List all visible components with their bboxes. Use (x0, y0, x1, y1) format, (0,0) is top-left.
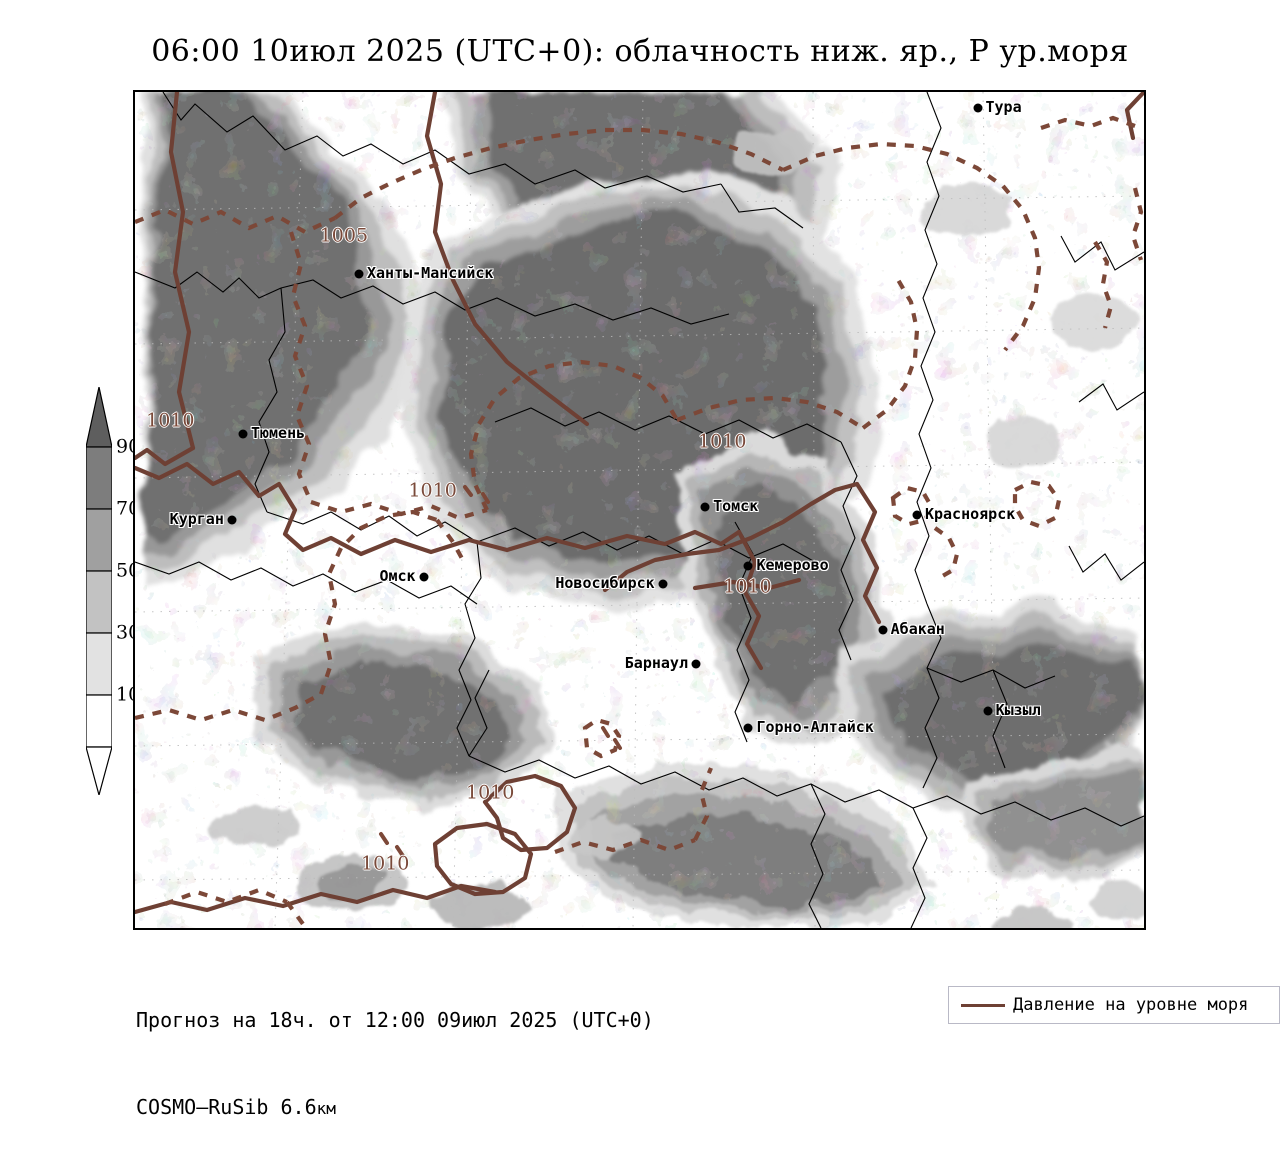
isobar-value-label: 1010 (361, 852, 410, 875)
model-resolution-unit: км (316, 1099, 336, 1118)
isobar-value-label: 1005 (319, 224, 369, 247)
pressure-legend: Давление на уровне моря (948, 986, 1280, 1024)
isobar-value-label: 1010 (146, 409, 195, 432)
colorbar: Облачность нижнего яруса [%] 90 70 50 30… (44, 355, 140, 855)
pressure-legend-label: Давление на уровне моря (1013, 995, 1249, 1015)
model-info: COSMO–RuSib 6.6км (136, 1093, 654, 1122)
colorbar-gradient (86, 387, 112, 795)
forecast-info: Прогноз на 18ч. от 12:00 09июл 2025 (UTC… (136, 1008, 654, 1032)
isobar-value-label: 1010 (408, 479, 457, 502)
isobar-value-label: 1010 (465, 781, 515, 804)
page-title: 06:00 10июл 2025 (UTC+0): облачность ниж… (151, 34, 1129, 69)
footer-text: Прогноз на 18ч. от 12:00 09июл 2025 (UTC… (136, 948, 654, 1151)
map-canvas (135, 92, 1144, 928)
pressure-line-swatch (961, 1003, 1005, 1007)
isobar-value-label: 1010 (723, 575, 772, 598)
model-name: COSMO–RuSib 6.6 (136, 1095, 317, 1119)
isobar-value-label: 1010 (698, 430, 747, 453)
weather-map[interactable]: Тура Ханты-Мансийск Тюмень Курган Омск Новоси… (133, 90, 1146, 930)
